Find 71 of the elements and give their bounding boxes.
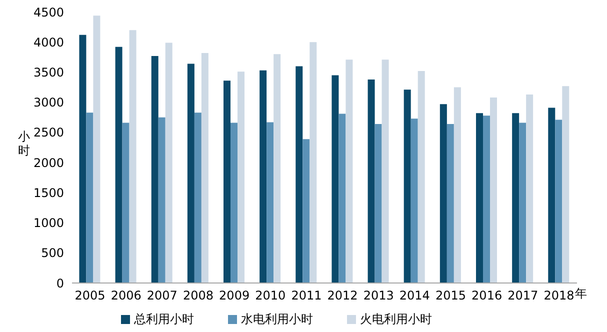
x-tick-label: 2015 bbox=[435, 288, 466, 303]
legend-label: 火电利用小时 bbox=[360, 312, 432, 326]
bar bbox=[165, 42, 172, 283]
x-tick-label: 2006 bbox=[110, 288, 142, 303]
bar bbox=[194, 112, 202, 283]
bar bbox=[332, 75, 339, 283]
bar bbox=[266, 122, 274, 283]
x-tick-label: 2011 bbox=[291, 288, 322, 303]
bar bbox=[93, 16, 100, 283]
bar bbox=[310, 42, 317, 283]
bar bbox=[562, 86, 570, 283]
legend-label: 水电利用小时 bbox=[241, 312, 313, 326]
bar bbox=[418, 71, 425, 283]
bar bbox=[512, 113, 520, 283]
bar bbox=[302, 139, 310, 283]
x-tick-label: 2013 bbox=[363, 288, 394, 303]
bar bbox=[526, 94, 534, 283]
bar bbox=[374, 124, 382, 283]
bar bbox=[382, 60, 389, 283]
x-tick-label: 2005 bbox=[74, 288, 106, 303]
bar bbox=[86, 112, 94, 283]
bar bbox=[187, 64, 194, 283]
x-tick-label: 2008 bbox=[182, 288, 214, 303]
bar bbox=[115, 46, 122, 283]
bar bbox=[555, 120, 562, 283]
bar bbox=[79, 34, 86, 283]
bar bbox=[338, 114, 346, 283]
bar bbox=[490, 98, 497, 283]
x-tick-label: 2009 bbox=[219, 288, 250, 303]
bar bbox=[158, 117, 166, 283]
bar bbox=[548, 108, 556, 283]
bar bbox=[440, 104, 447, 283]
bar bbox=[483, 116, 490, 283]
y-tick-label: 2000 bbox=[33, 156, 64, 170]
x-tick-label: 2010 bbox=[255, 288, 286, 303]
bar bbox=[519, 122, 526, 283]
y-tick-label: 0 bbox=[56, 276, 64, 290]
bar bbox=[260, 70, 267, 283]
bar bbox=[129, 30, 136, 283]
bar bbox=[274, 54, 281, 283]
y-tick-label: 2500 bbox=[33, 126, 64, 140]
bar bbox=[410, 118, 418, 283]
x-tick-label: 2016 bbox=[472, 288, 502, 303]
bar bbox=[151, 56, 158, 283]
bar bbox=[368, 79, 375, 283]
bar bbox=[122, 122, 130, 283]
x-tick-label: 2014 bbox=[399, 288, 430, 303]
x-tick-label: 2007 bbox=[146, 288, 178, 303]
bar bbox=[446, 124, 454, 283]
legend-label: 总利用小时 bbox=[134, 312, 194, 326]
y-tick-label: 500 bbox=[41, 246, 64, 260]
bar bbox=[404, 90, 411, 283]
bar bbox=[346, 60, 353, 283]
x-tick-label: 2017 bbox=[508, 288, 538, 303]
bar bbox=[296, 66, 303, 283]
bar bbox=[454, 87, 461, 283]
x-tick-label: 2018 bbox=[544, 288, 574, 303]
bar bbox=[476, 113, 483, 283]
y-tick-label: 3500 bbox=[33, 65, 64, 80]
y-tick-label: 3000 bbox=[33, 96, 64, 110]
bar bbox=[201, 52, 208, 283]
x-tick-label: 2012 bbox=[327, 288, 358, 303]
x-axis-title: 年 bbox=[575, 286, 587, 300]
y-tick-label: 4000 bbox=[33, 35, 64, 50]
y-tick-label: 1500 bbox=[33, 186, 64, 200]
bar bbox=[238, 72, 244, 283]
bar bbox=[224, 80, 230, 283]
y-axis-title: 小时 bbox=[18, 130, 30, 158]
y-tick-label: 4500 bbox=[33, 5, 64, 20]
y-tick-label: 1000 bbox=[33, 216, 64, 230]
bar bbox=[230, 122, 238, 283]
